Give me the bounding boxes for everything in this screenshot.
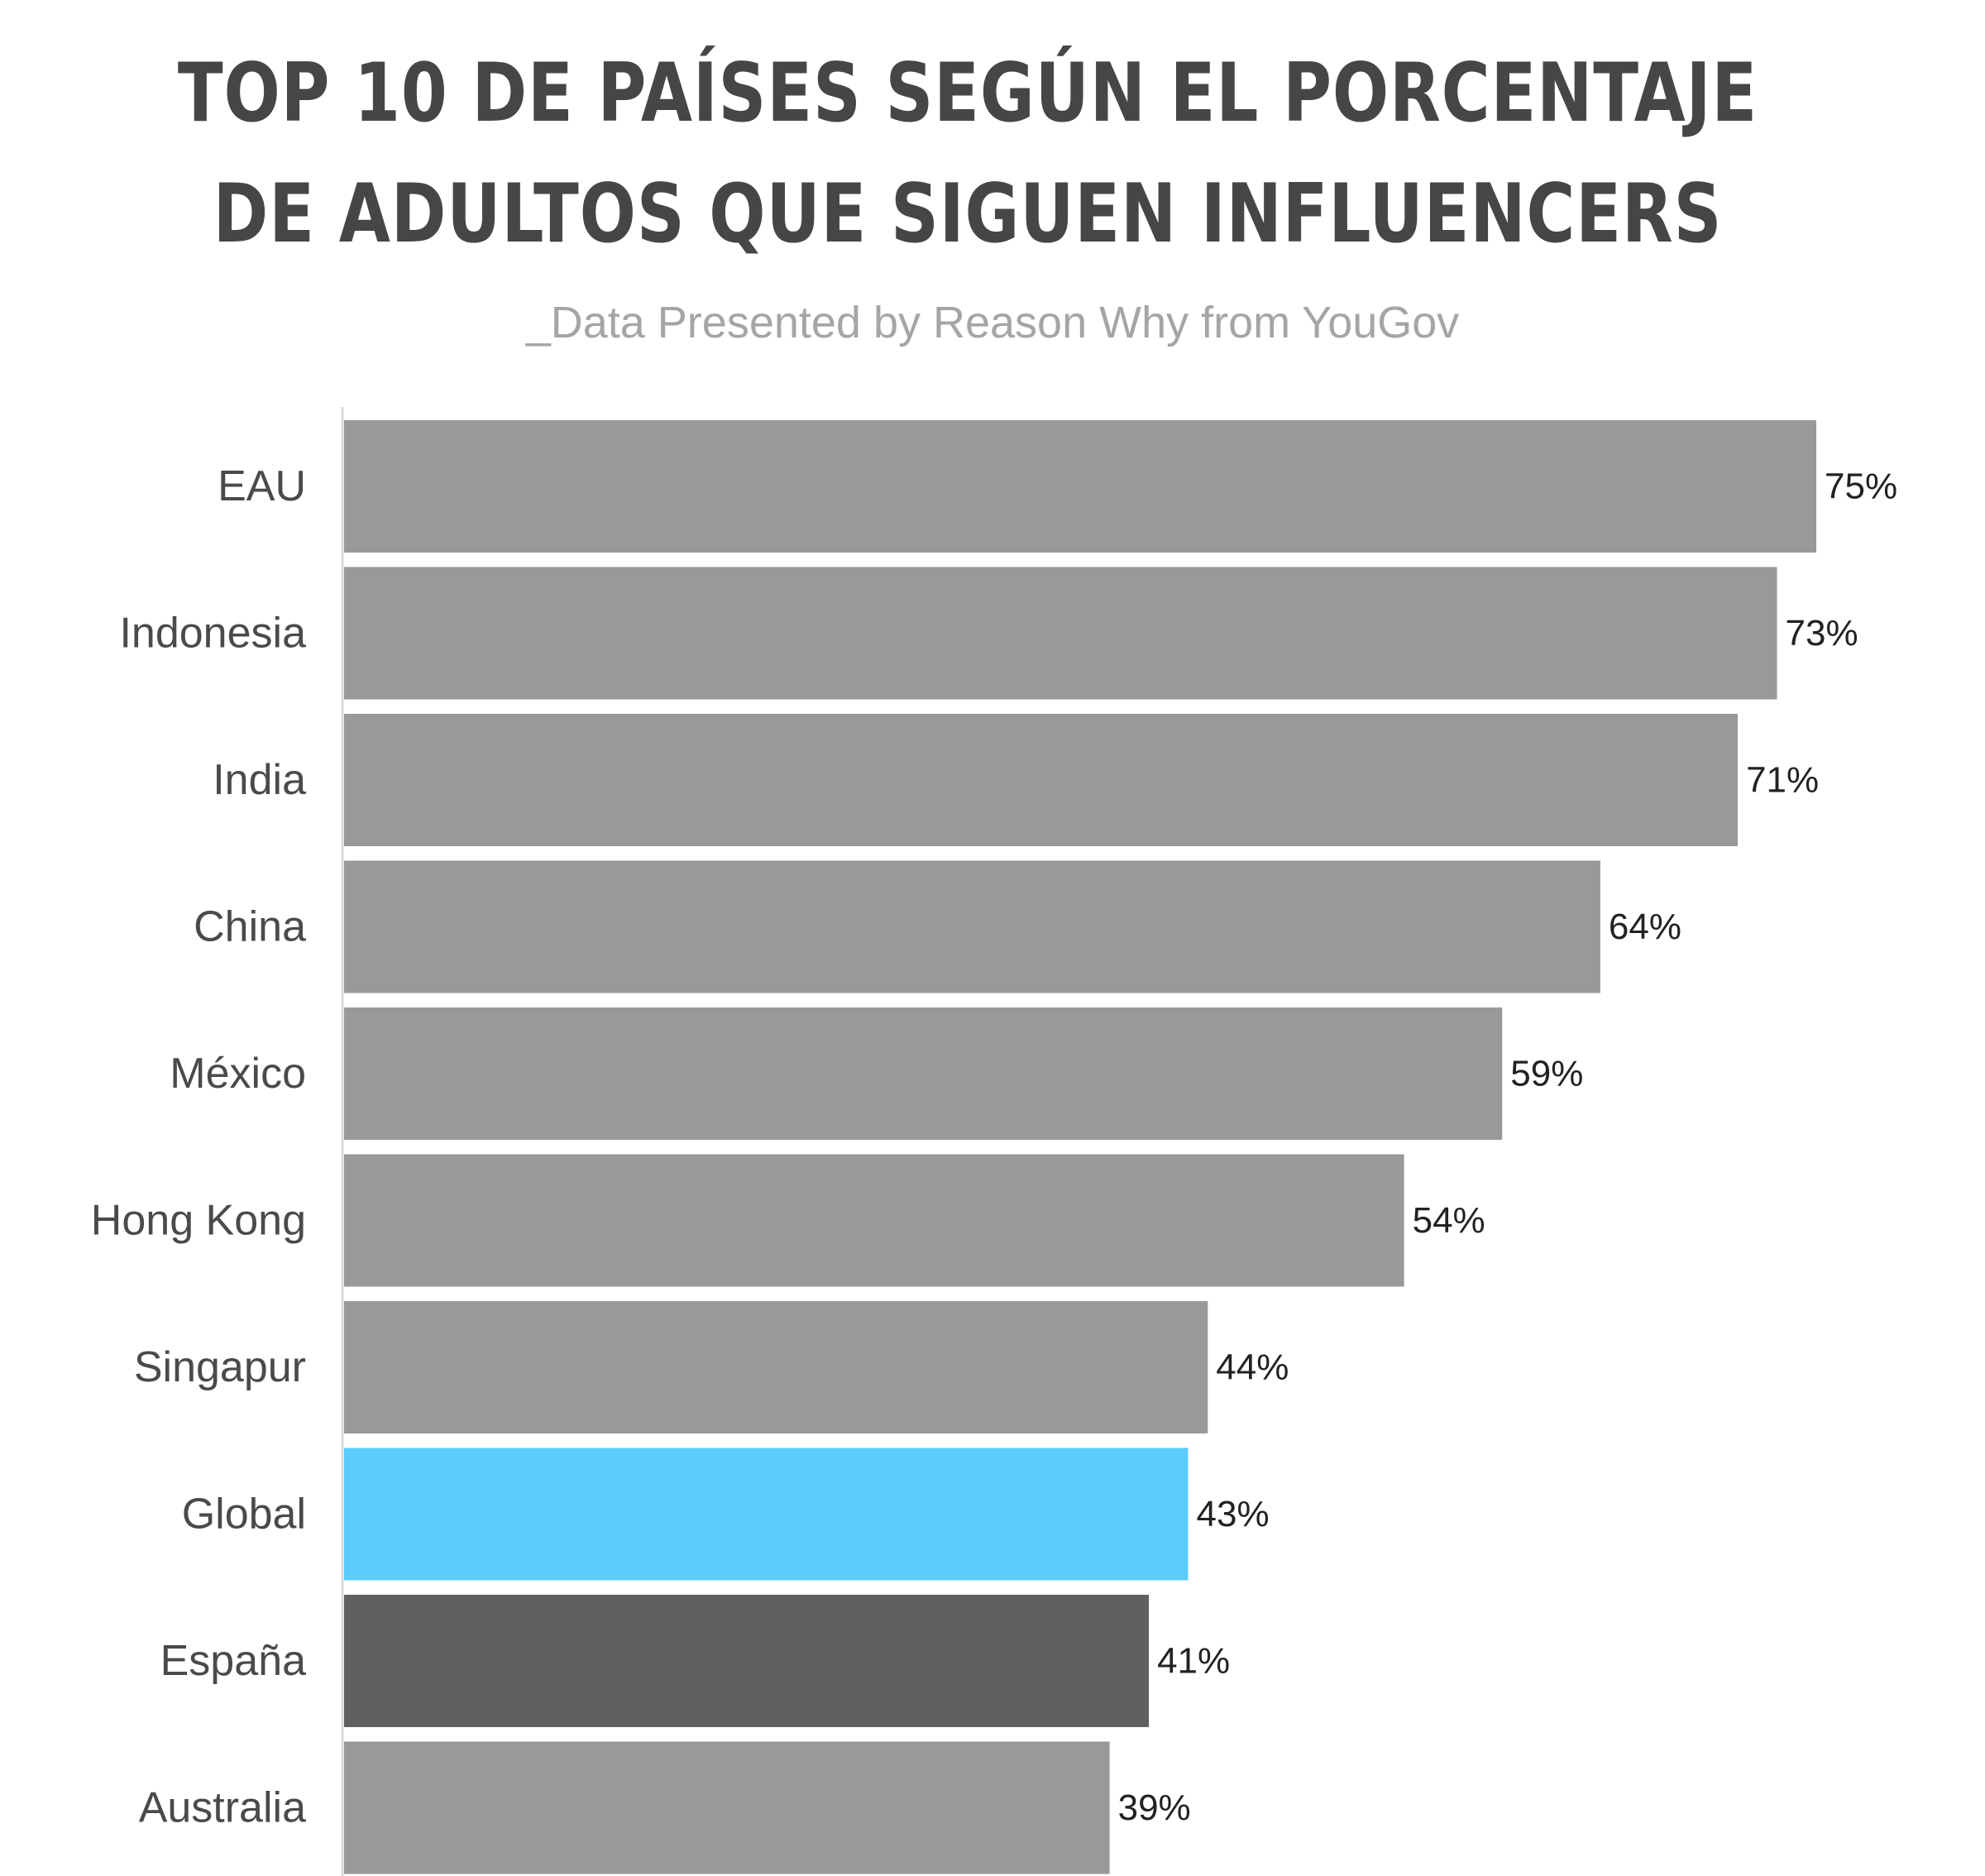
bars-group: EAU 75% Indonesia 73% India 71% China 64% México… — [91, 420, 1897, 1874]
value-label: 54% — [1413, 1200, 1485, 1241]
value-label: 44% — [1216, 1347, 1289, 1388]
bar-indonesia — [344, 567, 1777, 700]
category-label: México — [170, 1050, 306, 1098]
category-label: Hong Kong — [91, 1197, 306, 1245]
value-label: 64% — [1609, 907, 1681, 947]
value-label: 39% — [1118, 1787, 1191, 1828]
category-label: Singapur — [134, 1343, 306, 1391]
value-label: 71% — [1746, 760, 1819, 801]
value-label: 59% — [1510, 1054, 1583, 1094]
category-label: Indonesia — [119, 610, 306, 658]
bar-eau — [344, 420, 1816, 553]
chart-subtitle: _Data Presented by Reason Why from YouGo… — [525, 298, 1460, 347]
bar-china — [344, 860, 1600, 993]
chart-title-line-2: DE ADULTOS QUE SIGUEN INFLUENCERS — [213, 167, 1723, 261]
value-label: 41% — [1157, 1641, 1230, 1682]
value-label: 43% — [1197, 1494, 1270, 1534]
value-label: 75% — [1825, 467, 1897, 507]
bar-hong-kong — [344, 1154, 1404, 1287]
value-label: 73% — [1786, 613, 1858, 653]
category-label: EAU — [218, 462, 306, 510]
category-label: China — [194, 903, 306, 951]
category-label: Australia — [139, 1784, 306, 1832]
bar-india — [344, 714, 1739, 846]
category-label: España — [160, 1637, 306, 1685]
category-label: Global — [182, 1491, 306, 1539]
bar-australia — [344, 1741, 1110, 1874]
bar-singapur — [344, 1301, 1208, 1433]
chart-title: TOP 10 DE PAÍSES SEGÚN EL PORCENTAJE DE … — [175, 33, 1762, 275]
bar-españa — [344, 1595, 1150, 1727]
bar-global — [344, 1448, 1189, 1581]
bar-méxico — [344, 1007, 1503, 1140]
chart-title-line-1: TOP 10 DE PAÍSES SEGÚN EL PORCENTAJE — [177, 46, 1758, 141]
category-label: India — [213, 756, 306, 804]
